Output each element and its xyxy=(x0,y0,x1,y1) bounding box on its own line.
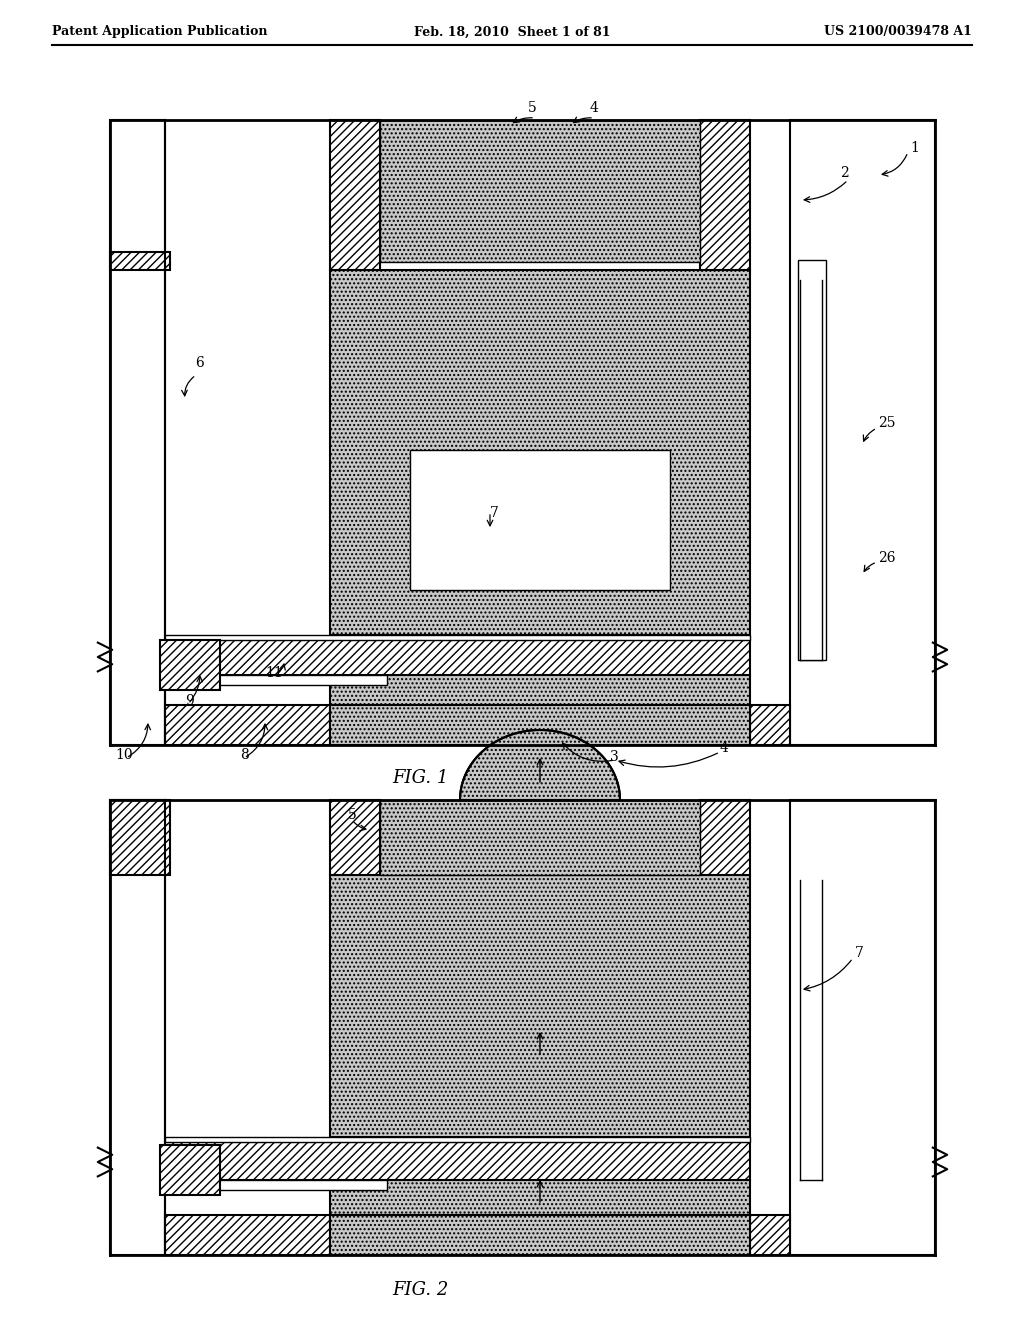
Text: 6: 6 xyxy=(195,356,204,370)
Bar xyxy=(165,1214,330,1255)
Bar xyxy=(700,120,750,271)
Text: 4: 4 xyxy=(590,102,599,115)
Bar xyxy=(790,800,935,1255)
Bar xyxy=(410,450,670,590)
Text: Feb. 18, 2010  Sheet 1 of 81: Feb. 18, 2010 Sheet 1 of 81 xyxy=(414,25,610,38)
Bar xyxy=(800,280,822,660)
Bar xyxy=(330,705,750,744)
Bar xyxy=(165,675,387,685)
Bar xyxy=(110,120,165,744)
Text: 1: 1 xyxy=(910,141,919,154)
Bar xyxy=(330,1180,750,1214)
Bar xyxy=(380,120,700,261)
Bar xyxy=(165,640,750,675)
Text: 26: 26 xyxy=(878,550,896,565)
Bar xyxy=(330,800,380,875)
Text: 7: 7 xyxy=(490,506,499,520)
Text: 7: 7 xyxy=(855,946,864,960)
Text: Patent Application Publication: Patent Application Publication xyxy=(52,25,267,38)
Bar xyxy=(160,1144,220,1195)
Bar xyxy=(165,705,330,744)
Text: 3: 3 xyxy=(610,750,618,764)
Text: 10: 10 xyxy=(115,748,133,762)
Bar xyxy=(750,705,790,744)
Text: 11: 11 xyxy=(265,667,283,680)
Text: 9: 9 xyxy=(185,694,194,708)
Text: FIG. 2: FIG. 2 xyxy=(392,1280,449,1299)
Bar xyxy=(165,1137,750,1142)
Bar xyxy=(330,675,750,705)
Bar xyxy=(110,252,170,271)
Text: FIG. 1: FIG. 1 xyxy=(392,770,449,787)
Text: US 2100/0039478 A1: US 2100/0039478 A1 xyxy=(824,25,972,38)
Text: 25: 25 xyxy=(878,416,896,430)
Text: 5: 5 xyxy=(348,808,356,822)
Bar xyxy=(380,800,700,875)
Bar xyxy=(165,1180,387,1191)
Bar xyxy=(165,1142,750,1180)
Bar xyxy=(330,875,750,1137)
Text: 8: 8 xyxy=(240,748,249,762)
Bar xyxy=(110,800,165,1255)
Bar xyxy=(110,800,170,875)
Bar xyxy=(750,1214,790,1255)
Bar xyxy=(790,120,935,744)
Bar xyxy=(800,880,822,1180)
Bar xyxy=(330,1214,750,1255)
Text: 2: 2 xyxy=(840,166,849,180)
Bar xyxy=(330,120,380,271)
Bar xyxy=(160,640,220,690)
Bar xyxy=(165,635,750,640)
Bar xyxy=(330,271,750,635)
Text: 4: 4 xyxy=(720,741,729,755)
Bar xyxy=(700,800,750,875)
Bar xyxy=(798,260,826,660)
Text: 5: 5 xyxy=(528,102,537,115)
Polygon shape xyxy=(460,730,620,800)
